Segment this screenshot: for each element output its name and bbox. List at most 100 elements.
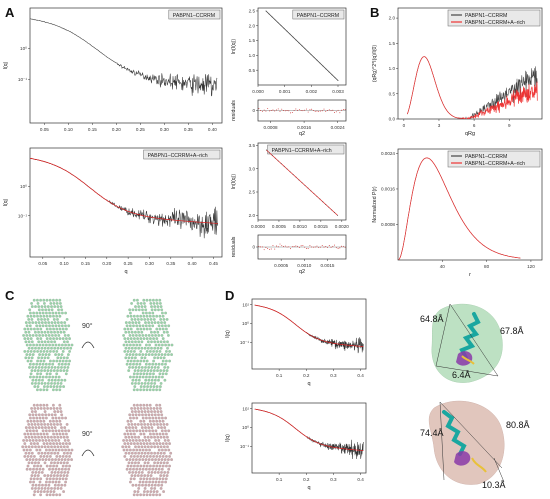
rrm-domain [454, 451, 471, 466]
guinier-point [298, 179, 300, 181]
x-tick-label: 0.2 [303, 477, 310, 482]
legend-entry: PABPN1–CCRRM [297, 13, 339, 19]
chart-a1-saxs-curve: 0.05 0.10 0.15 0.20 0.25 0.30 0.35 0.40 10⁻¹ 10⁰ I… [0, 2, 228, 135]
residual-point [305, 108, 307, 110]
y-tick-label: 2.0 [389, 16, 396, 21]
residual-point [277, 246, 279, 248]
residual-point [312, 110, 314, 111]
plot-frame [397, 148, 543, 261]
residual-point [291, 246, 293, 248]
x-tick-label: 120 [527, 264, 535, 269]
residual-point [307, 111, 309, 113]
guinier-point [337, 80, 339, 82]
y-tick-label: 10¹ [242, 406, 249, 411]
residual-point [314, 110, 316, 112]
residual-point [293, 245, 295, 247]
residual-point [297, 245, 299, 247]
residual-point [277, 108, 279, 110]
residual-point [335, 247, 337, 249]
x-tick-label: 0.0010 [297, 263, 311, 268]
x-tick-label: 0.05 [38, 261, 47, 266]
guinier-point [295, 39, 297, 41]
guinier-point [316, 59, 318, 61]
residual-point [298, 246, 300, 248]
y-tick-label: 0.0 [389, 117, 396, 122]
bead-model-top-left [22, 298, 74, 392]
residual-point [302, 110, 304, 112]
residual-point [328, 245, 330, 246]
guinier-point [274, 157, 276, 159]
residual-point [261, 246, 263, 248]
residual-point [265, 247, 267, 249]
chart-d1-fit: 0.1 0.2 0.3 0.4 10⁻¹ 10⁰ 10¹ q I(q) [222, 293, 372, 387]
residual-point [283, 109, 284, 111]
guinier-point [313, 56, 315, 58]
panel-label-c: C [5, 288, 15, 303]
x-tick-label: 0.25 [124, 261, 133, 266]
residual-point [286, 110, 288, 111]
data-layer [30, 18, 218, 97]
x-tick-label: 0.20 [102, 261, 111, 266]
residual-point [320, 246, 321, 248]
residual-point [290, 248, 292, 250]
x-axis-label: q2 [299, 269, 305, 275]
y-axis-label: residuals [231, 100, 237, 121]
series-line [254, 408, 364, 451]
x-tick-label: 0 [403, 123, 406, 128]
rotation-label-bottom: 90° [82, 430, 93, 438]
residual-point [304, 246, 306, 248]
y-axis-label: (qRg)^2*I(q)/I(0) [372, 45, 378, 83]
y-tick-label: 2.0 [249, 23, 256, 28]
y-tick-label: 2.5 [249, 9, 256, 14]
chart-a3-residuals: 0.0008 0.0016 0.0024 0 q2 residuals [228, 97, 352, 137]
residual-point [335, 111, 337, 113]
guinier-point [298, 42, 300, 44]
series-line [254, 304, 364, 354]
x-tick-label: 0.0010 [293, 224, 307, 229]
residual-point [272, 109, 274, 111]
y-tick-label: 1.5 [389, 41, 396, 46]
y-axis-label: I(q) [225, 434, 231, 442]
helix-ribbon [442, 410, 467, 456]
legend-entry: PABPN1–CCRRM+A–rich [272, 148, 332, 154]
residual-point [321, 245, 323, 247]
residual-point [279, 110, 281, 112]
guinier-point [265, 149, 267, 151]
residual-point [281, 245, 283, 247]
series-line [407, 56, 538, 119]
chart-a6-residuals-arich: 0.0005 0.0010 0.0015 0 q2 residuals [228, 232, 352, 275]
y-axis-label: I(q) [3, 61, 9, 69]
chart-a4-saxs-curve-arich: 0.05 0.10 0.15 0.20 0.25 0.30 0.35 0.40 0.45 10⁻¹… [0, 142, 228, 275]
bead-model-top-right [122, 298, 174, 392]
y-tick-label: 10⁻¹ [18, 213, 28, 218]
residual-point [279, 243, 281, 245]
x-tick-label: 0.0005 [274, 263, 288, 268]
residual-point [291, 112, 293, 113]
x-axis-label: q2 [299, 131, 305, 137]
dim-label: 74.4Å [420, 428, 444, 438]
data-layer [258, 108, 346, 114]
bead-model-bottom-left [21, 403, 74, 497]
x-tick-label: 0.3 [330, 477, 337, 482]
residual-point [334, 112, 336, 114]
dim-label: 67.8Å [500, 326, 524, 336]
y-tick-label: 0.0008 [381, 222, 395, 227]
guinier-point [319, 62, 321, 64]
plot-frame [29, 7, 223, 124]
legend-entry: PABPN1–CCRRM [465, 154, 507, 160]
residual-point [337, 109, 339, 111]
guinier-point [310, 190, 312, 192]
residual-point [263, 109, 265, 111]
guinier-point [334, 77, 336, 79]
x-tick-label: 0.35 [184, 127, 193, 132]
residual-point [284, 245, 286, 247]
B2-svg: 40 80 120 0.0008 0.0016 0.0024 r Normalized P(r… [372, 148, 543, 278]
chart-b1-kratky: 0 3 6 9 0.0 0.5 1.0 1.5 2.0 qRg (qRg)^2*I(q)/I(0) P… [368, 2, 548, 137]
residual-point [342, 109, 344, 110]
x-axis-label: r [469, 272, 471, 278]
D2-svg: 0.1 0.2 0.3 0.4 10⁻¹ 10⁰ 10¹ q I(q) [225, 402, 367, 491]
guinier-point [304, 184, 306, 186]
residual-point [311, 246, 313, 248]
residual-point [274, 248, 276, 250]
legend-entry: PABPN1–CCRRM+A–rich [465, 20, 525, 26]
